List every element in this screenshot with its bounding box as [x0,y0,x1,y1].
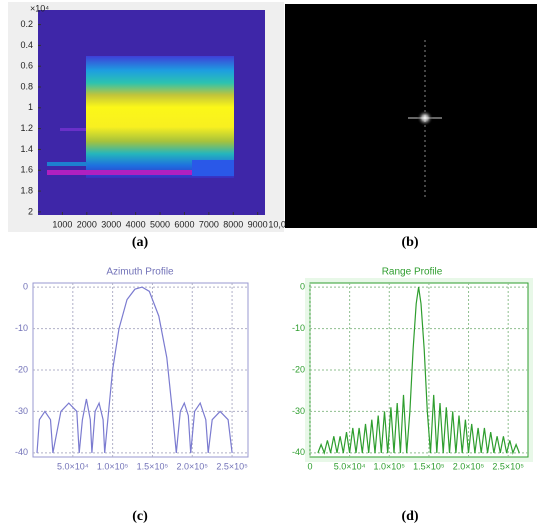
y-tick-label: -10 [15,323,28,333]
y-tick-label: 1 [28,102,33,112]
x-tick-label: 2.0×10⁵ [453,461,485,471]
x-tick-label: 5000 [150,219,170,229]
x-tick-label: 10,000 [268,219,296,229]
x-tick-label: 2.5×10⁵ [216,461,248,471]
caption: (c) [132,509,148,524]
y-tick-label: 0.2 [20,19,33,29]
y-tick-label: -40 [15,447,28,457]
chart-title: Range Profile [382,267,443,278]
x-tick-label: 1.5×10⁵ [413,461,445,471]
x-tick-label: 1.5×10⁵ [137,461,169,471]
x-tick-label: 0 [307,461,312,471]
y-tick-label: 1.8 [20,185,33,195]
x-tick-label: 5.0×10⁴ [57,461,89,471]
panel-b [285,4,537,228]
x-tick-label: 3000 [101,219,121,229]
y-tick-label: 0.6 [20,61,33,71]
plot-area [32,282,249,458]
y-tick-label: 1.6 [20,165,33,175]
x-tick-label: 1000 [52,219,72,229]
bright-spot [417,110,433,126]
x-tick-label: 9000 [248,219,268,229]
image-background [285,4,537,228]
y-tick-label: -20 [15,364,28,374]
panel-c: Azimuth Profile 0 -10 -20 -30 -40 5.0×10⁴ 1.0×… [15,267,249,471]
axis-multiplier: ×10⁴ [30,3,49,13]
y-tick-label: 0 [23,282,28,292]
x-tick-label: 2000 [77,219,97,229]
y-tick-label: -30 [292,406,305,416]
x-tick-label: 1.0×10⁵ [374,461,406,471]
y-tick-label: 0 [300,282,305,292]
y-tick-label: 0.8 [20,81,33,91]
panel-d: Range Profile 0-10-20-30-400 5.0×10⁴ 1.0×1… [292,267,533,471]
profile-line [317,287,520,455]
caption: (d) [401,509,418,524]
caption: (b) [401,235,418,250]
y-tick-label: -10 [292,323,305,333]
x-tick-label: 4000 [126,219,146,229]
profile-line [36,286,233,454]
x-tick-label: 2.0×10⁵ [177,461,209,471]
chart-title: Azimuth Profile [106,267,174,278]
y-tick-label: -40 [292,447,305,457]
caption: (a) [132,235,149,250]
y-tick-label: 1.2 [20,123,33,133]
y-tick-label: 1.4 [20,144,33,154]
y-tick-label: 2 [28,206,33,216]
x-tick-label: 5.0×10⁴ [334,461,366,471]
x-tick-label: 6000 [174,219,194,229]
image-region [86,56,234,178]
y-tick-label: -20 [292,364,305,374]
image-streak [192,160,234,176]
y-tick-label: -30 [15,406,28,416]
image-streak [47,162,87,166]
image-streak [60,128,86,131]
image-streak [47,170,192,175]
x-tick-label: 1.0×10⁵ [97,461,129,471]
x-tick-label: 7000 [199,219,219,229]
y-tick-label: 0.4 [20,40,33,50]
x-tick-label: 8000 [223,219,243,229]
x-tick-label: 2.5×10⁵ [492,461,524,471]
panel-a: 0.2 0.4 0.6 0.8 1 1.2 1.4 1.6 1.8 2 1000 2000 3000 40… [8,2,296,232]
